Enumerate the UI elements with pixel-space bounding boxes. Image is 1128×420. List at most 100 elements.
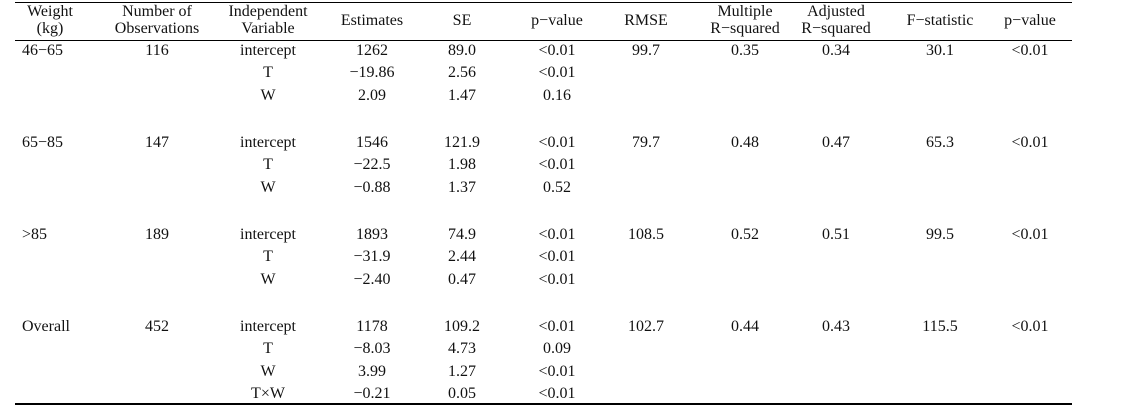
coef-cell: 89.0 xyxy=(448,42,476,59)
coef-cell: 0.52 xyxy=(543,178,571,196)
stat-cell: 0.43 xyxy=(822,318,850,335)
coef-cell: 1178 xyxy=(356,318,388,335)
header-cell: R−squared xyxy=(710,20,780,37)
coef-cell: W xyxy=(260,178,276,196)
coef-cell: <0.01 xyxy=(538,134,576,151)
coef-cell: intercept xyxy=(240,318,296,335)
coef-cell: −0.21 xyxy=(353,384,391,402)
coef-cell: 4.73 xyxy=(448,340,476,358)
coef-cell: <0.01 xyxy=(538,318,576,335)
stat-cell: 0.48 xyxy=(731,134,759,151)
coef-cell: <0.01 xyxy=(538,156,576,174)
header-cell: Weight xyxy=(27,3,73,20)
coef-cell: 0.47 xyxy=(448,270,476,288)
stat-cell: 0.44 xyxy=(731,318,759,335)
coef-cell: <0.01 xyxy=(538,64,576,82)
coef-cell: 2.09 xyxy=(358,86,386,104)
header-cell: Number of xyxy=(122,3,192,20)
coef-cell: <0.01 xyxy=(538,248,576,266)
header-cell: Independent xyxy=(228,3,308,20)
coef-cell: W xyxy=(260,270,276,288)
coef-cell: <0.01 xyxy=(538,42,576,59)
coef-cell: T xyxy=(263,248,273,266)
stat-cell: 102.7 xyxy=(628,318,664,335)
stat-cell: 65.3 xyxy=(926,134,954,151)
coef-cell: 0.09 xyxy=(543,340,571,358)
stat-cell: 0.52 xyxy=(731,226,759,243)
coef-cell: T xyxy=(263,340,273,358)
coef-cell: 1262 xyxy=(356,42,388,59)
coef-cell: 74.9 xyxy=(448,226,476,243)
header-cell: p−value xyxy=(531,12,583,29)
observations-cell: 452 xyxy=(145,318,169,335)
stat-cell: 99.7 xyxy=(632,42,660,59)
coef-cell: 2.44 xyxy=(448,248,476,266)
coef-cell: intercept xyxy=(240,42,296,59)
coef-cell: intercept xyxy=(240,134,296,151)
stat-cell: <0.01 xyxy=(1011,318,1049,335)
coef-cell: 1.47 xyxy=(448,86,476,104)
coef-cell: −2.40 xyxy=(353,270,391,288)
stat-cell: <0.01 xyxy=(1011,226,1049,243)
header-cell: Adjusted xyxy=(807,3,865,20)
stat-cell: 115.5 xyxy=(922,318,958,335)
weight-cell: 46−65 xyxy=(22,42,64,59)
weight-cell: >85 xyxy=(22,226,48,243)
coef-cell: 3.99 xyxy=(358,362,386,380)
header-cell: R−squared xyxy=(801,20,871,37)
header-cell: F−statistic xyxy=(906,12,974,29)
header-cell: SE xyxy=(452,12,472,29)
header-cell: p−value xyxy=(1004,12,1056,29)
stat-cell: 0.51 xyxy=(822,226,850,243)
coef-cell: −22.5 xyxy=(353,156,391,174)
coef-cell: intercept xyxy=(240,226,296,243)
coef-cell: <0.01 xyxy=(538,362,576,380)
coef-cell: T×W xyxy=(251,384,285,402)
coef-cell: 1546 xyxy=(356,134,388,151)
header-cell: (kg) xyxy=(36,20,64,37)
coef-cell: 1893 xyxy=(356,226,388,243)
coef-cell: <0.01 xyxy=(538,384,576,402)
stat-cell: <0.01 xyxy=(1011,134,1049,151)
coef-cell: 1.27 xyxy=(448,362,476,380)
coef-cell: T xyxy=(263,64,273,82)
coef-cell: W xyxy=(260,362,276,380)
coef-cell: −19.86 xyxy=(349,64,395,82)
coef-cell: <0.01 xyxy=(538,270,576,288)
stat-cell: 0.47 xyxy=(822,134,850,151)
stat-cell: 0.34 xyxy=(822,42,850,59)
coef-cell: 109.2 xyxy=(444,318,480,335)
stat-cell: 0.35 xyxy=(731,42,759,59)
header-cell: RMSE xyxy=(624,12,668,29)
weight-cell: 65−85 xyxy=(22,134,64,151)
coef-cell: 2.56 xyxy=(448,64,476,82)
observations-cell: 189 xyxy=(145,226,169,243)
stat-cell: 30.1 xyxy=(926,42,954,59)
stat-cell: 108.5 xyxy=(628,226,664,243)
coef-cell: <0.01 xyxy=(538,226,576,243)
header-cell: Multiple xyxy=(717,3,773,20)
observations-cell: 147 xyxy=(145,134,169,151)
header-cell: Observations xyxy=(114,20,200,37)
header-rule xyxy=(15,40,1072,41)
bottom-rule xyxy=(15,403,1072,405)
coef-cell: −0.88 xyxy=(353,178,391,196)
stat-cell: 79.7 xyxy=(632,134,660,151)
header-cell: Variable xyxy=(241,20,295,37)
coef-cell: 1.98 xyxy=(448,156,476,174)
coef-cell: 0.16 xyxy=(543,86,571,104)
weight-cell: Overall xyxy=(22,318,70,335)
coef-cell: −31.9 xyxy=(353,248,391,266)
coef-cell: 0.05 xyxy=(448,384,476,402)
coef-cell: −8.03 xyxy=(353,340,391,358)
stat-cell: <0.01 xyxy=(1011,42,1049,59)
coef-cell: 1.37 xyxy=(448,178,476,196)
coef-cell: 121.9 xyxy=(444,134,480,151)
observations-cell: 116 xyxy=(145,42,169,59)
header-cell: Estimates xyxy=(340,12,404,29)
coef-cell: T xyxy=(263,156,273,174)
coef-cell: W xyxy=(260,86,276,104)
top-rule xyxy=(15,2,1072,3)
stat-cell: 99.5 xyxy=(926,226,954,243)
